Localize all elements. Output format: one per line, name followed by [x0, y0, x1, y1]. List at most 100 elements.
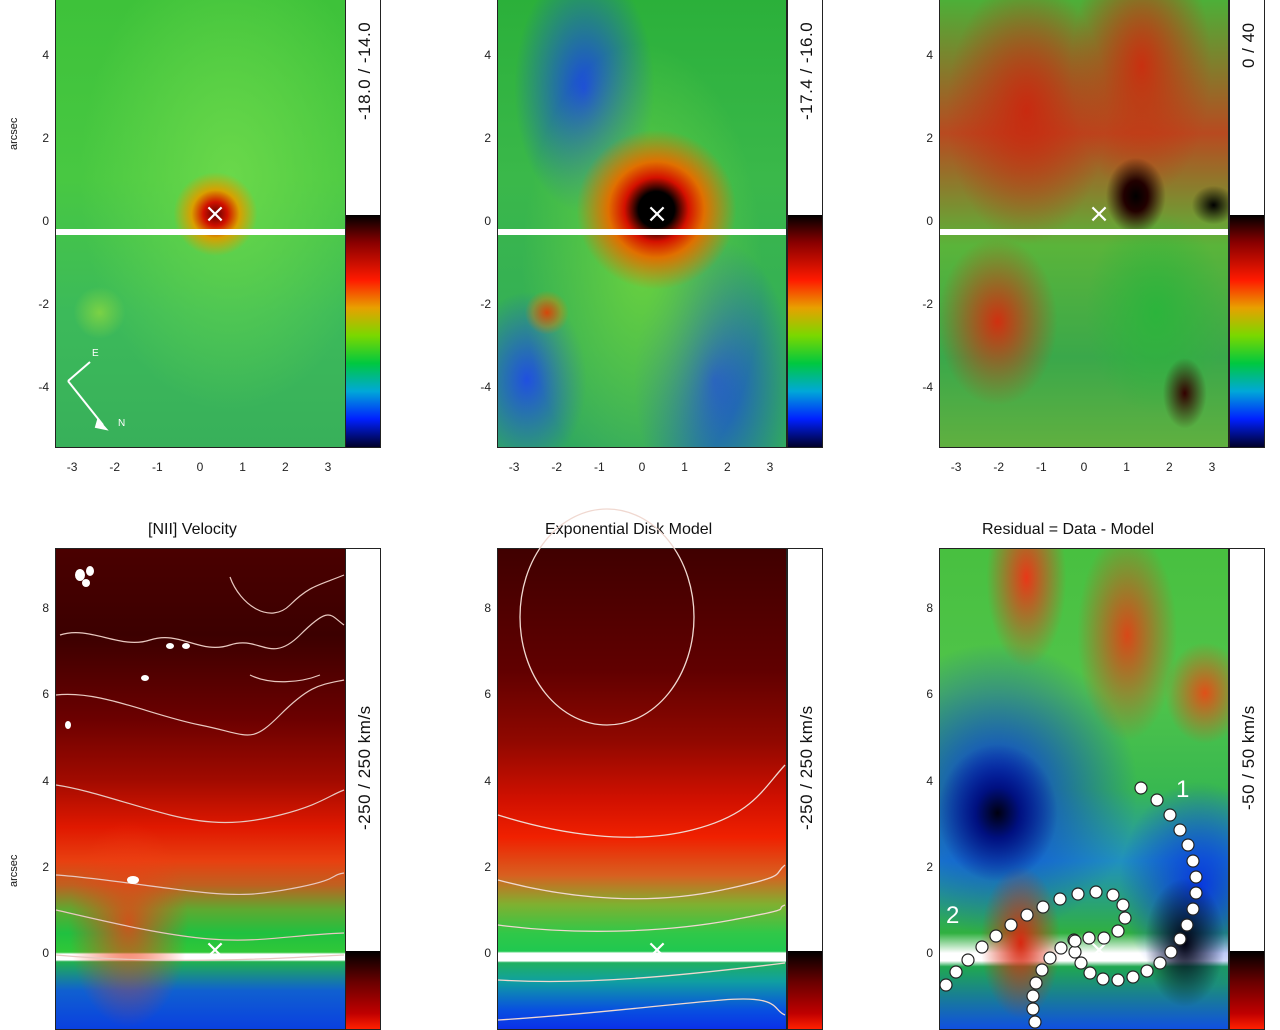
- y-tick-label: 0: [926, 946, 933, 961]
- center-marker: ×: [1088, 199, 1110, 229]
- y-tick-label: 6: [42, 687, 49, 702]
- y-tick-label: -4: [38, 379, 49, 394]
- panel-top-right: 0 / 40 4 2 0 -2 -4 -3 -2 -1 0 1 2 3 ×: [884, 0, 1280, 500]
- overlay-svg: E N ×: [67, 199, 226, 431]
- arm-marker-dot: [1134, 781, 1148, 795]
- masked-strip: [498, 229, 786, 235]
- arm-marker-dot: [1028, 1015, 1042, 1029]
- x-tick-label: 2: [1165, 460, 1173, 474]
- x-tick-label: 1: [681, 460, 688, 474]
- y-tick-label: 2: [926, 131, 933, 146]
- compass-north-label: N: [118, 418, 125, 429]
- arm-marker-dot: [1180, 918, 1194, 932]
- x-tick-label: -2: [551, 460, 563, 474]
- y-tick-label: 6: [926, 687, 933, 702]
- x-tick-label: -1: [1036, 460, 1047, 474]
- arm-marker-dot: [1116, 898, 1130, 912]
- model-contours: [497, 508, 786, 1021]
- arm-marker-dot: [1074, 956, 1088, 970]
- overlay-svg: ×: [497, 508, 786, 1021]
- arm-marker-dot: [1186, 854, 1200, 868]
- arm-marker-dot: [1036, 900, 1050, 914]
- y-tick-label: 0: [484, 946, 491, 961]
- y-tick-label: -4: [922, 379, 933, 394]
- compass-icon: [67, 361, 109, 431]
- arm-marker-dot: [1181, 838, 1195, 852]
- arm-marker-dot: [949, 965, 963, 979]
- y-tick-label: 4: [926, 48, 933, 63]
- y-tick-label: 2: [42, 860, 49, 874]
- arm-marker-dot: [1164, 945, 1178, 959]
- arm-marker-dot: [1020, 908, 1034, 922]
- arm-marker-dot: [1054, 941, 1068, 955]
- panel-top-center: -17.4 / -16.0 4 2 0 -2 -4 -3 -2 -1 0 1 2 3 ×: [442, 0, 862, 500]
- x-tick-label: 0: [1080, 460, 1088, 474]
- arm-marker-dot: [1043, 951, 1057, 965]
- arm-marker-dot: [1026, 1002, 1040, 1016]
- compass-east-label: E: [92, 348, 99, 359]
- x-tick-label: 0: [196, 460, 204, 474]
- arm-marker-dot: [1071, 887, 1085, 901]
- heatmap-map: [939, 0, 1229, 448]
- center-marker: ×: [646, 199, 668, 229]
- center-marker: ×: [204, 199, 226, 229]
- arm-marker-dot: [1111, 973, 1125, 987]
- y-tick-label: -2: [38, 296, 49, 311]
- y-tick-label: 4: [484, 773, 491, 788]
- masked-blobs: [65, 566, 190, 884]
- x-tick-label: -3: [66, 460, 78, 474]
- x-tick-label: 1: [1123, 460, 1130, 474]
- overlay-svg: ×: [646, 199, 668, 229]
- arm-marker-dot: [1026, 989, 1040, 1003]
- y-tick-label: -2: [922, 296, 933, 311]
- colorbar: [345, 0, 381, 448]
- panel-bottom-center: Exponential Disk Model -250 / 250 km/s 8…: [442, 508, 862, 1030]
- heatmap-map: [55, 0, 347, 448]
- arm-marker-dot: [1173, 932, 1187, 946]
- arm-marker-dot: [961, 953, 975, 967]
- panel-top-left: -18.0 / -14.0 arcsec 4 2 0 -2 -4 -3 -2 -1 0 1 2 3 …: [0, 0, 420, 500]
- y-tick-label: -2: [480, 296, 491, 311]
- panel-title: Residual = Data - Model: [982, 521, 1155, 538]
- x-tick-label: 3: [324, 460, 332, 474]
- heatmap-map: [497, 548, 787, 1030]
- x-tick-label: 3: [1208, 460, 1216, 474]
- overlay-svg: ×: [55, 566, 345, 965]
- x-tick-label: -3: [950, 460, 962, 474]
- arm-marker-dot: [1068, 934, 1082, 948]
- arm-marker-dot: [1097, 931, 1111, 945]
- center-marker: ×: [204, 935, 226, 965]
- arm-label-2: 2: [946, 902, 959, 929]
- y-tick-label: 8: [484, 600, 491, 615]
- overlay-svg: × 1 2: [939, 776, 1203, 1029]
- x-tick-label: -2: [993, 460, 1005, 474]
- arm-marker-dot: [1089, 885, 1103, 899]
- arm-marker-dot: [1126, 970, 1140, 984]
- panel-title: Exponential Disk Model: [545, 521, 713, 538]
- arm-marker-dot: [1173, 823, 1187, 837]
- colorbar: [787, 0, 823, 448]
- y-tick-label: 2: [484, 131, 491, 146]
- arm-marker-dot: [939, 978, 953, 992]
- x-tick-label: 1: [239, 460, 246, 474]
- arm-marker-dot: [1140, 964, 1154, 978]
- arm-marker-dot: [1189, 886, 1203, 900]
- x-tick-label: -3: [508, 460, 520, 474]
- arm-label-1: 1: [1176, 776, 1189, 803]
- y-tick-label: 6: [484, 687, 491, 702]
- spiral-arm-markers: [939, 781, 1203, 1029]
- arm-marker-dot: [1096, 972, 1110, 986]
- arm-marker-dot: [1106, 888, 1120, 902]
- y-tick-label: 4: [42, 773, 49, 788]
- x-tick-label: -1: [594, 460, 605, 474]
- arm-marker-dot: [1111, 924, 1125, 938]
- contour-lines: [55, 574, 345, 961]
- arm-marker-dot: [1068, 945, 1082, 959]
- y-tick-label: 8: [42, 600, 49, 615]
- heatmap-map: [55, 548, 347, 1030]
- arm-marker-dot: [1153, 956, 1167, 970]
- x-tick-label: -2: [109, 460, 121, 474]
- y-tick-label: 0: [42, 946, 49, 961]
